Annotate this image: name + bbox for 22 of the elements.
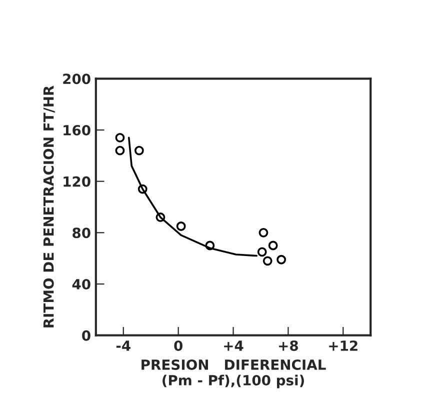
point [115,146,125,156]
point [115,132,125,142]
x-axis-title: PRESION DIFERENCIAL (Pm - Pf),(100 psi) [142,359,326,388]
point [257,247,267,257]
point [134,146,144,156]
x-tick-label: -4 [116,340,130,351]
y-tick-label: 120 [64,176,90,187]
y-tick-label: 40 [72,278,90,290]
point [262,256,272,266]
point [176,222,186,231]
y-tick-label: 0 [82,330,90,341]
point [268,240,278,250]
x-tick-label: +8 [279,340,298,351]
y-axis-title: RITMO DE PENETRACION FT/HR [43,86,55,328]
y-tick-label: 80 [72,228,90,238]
y-tick-label: 160 [64,124,90,136]
x-tick-label: +12 [329,340,358,351]
x-tick-label: +4 [224,340,244,351]
point [258,228,268,238]
point [276,254,286,264]
x-tick-label: 0 [174,340,182,351]
y-tick-label: 200 [63,74,90,84]
